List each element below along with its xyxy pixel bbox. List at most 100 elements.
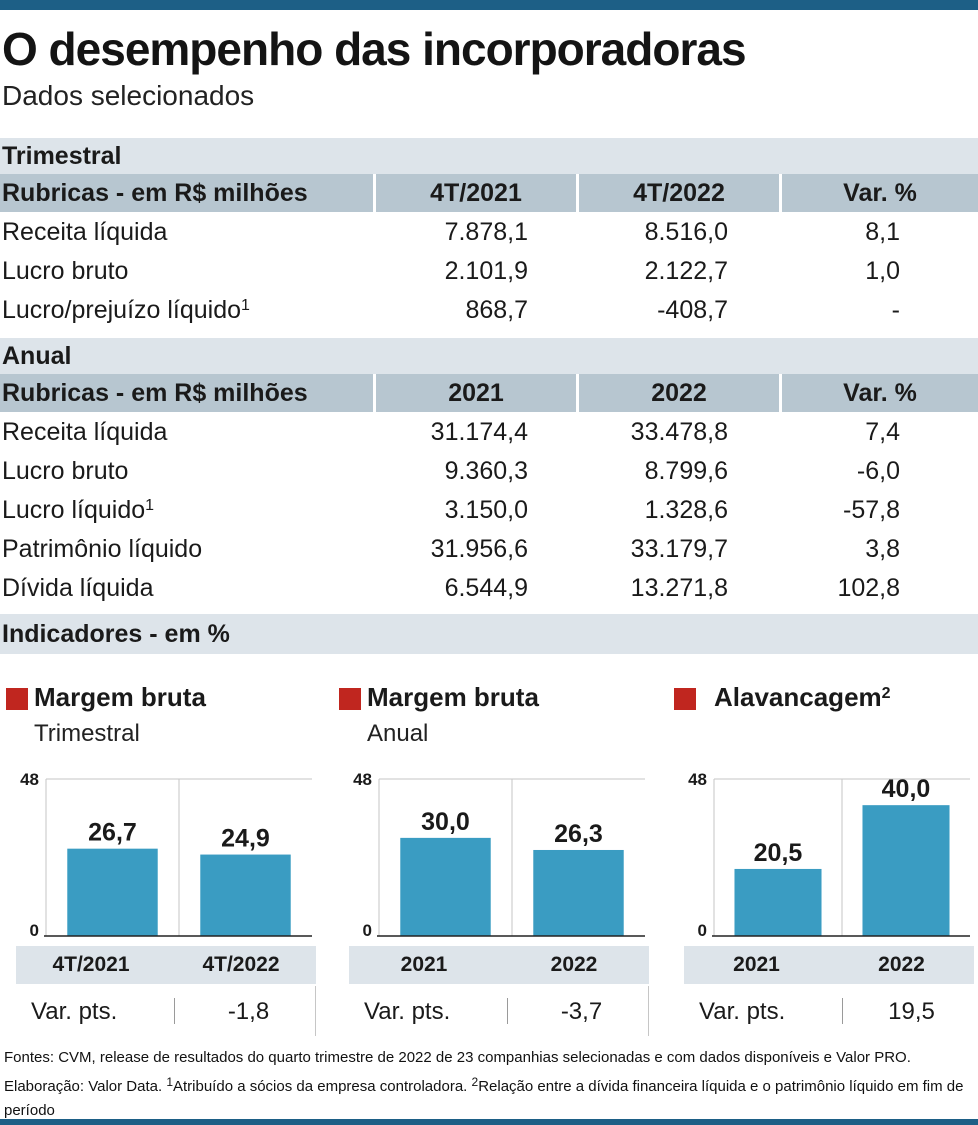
- quarterly-header-var: Var. %: [782, 174, 978, 212]
- category-bar: 2021 2022: [349, 946, 649, 984]
- bar-chart: 48 0 20,5 40,0: [688, 770, 970, 940]
- y-tick-label-max: 48: [353, 770, 372, 789]
- bar: [400, 837, 491, 936]
- row-value-var: -6,0: [856, 457, 900, 485]
- row-value-2022: 8.799,6: [644, 457, 728, 485]
- category-bar: 2021 2022: [684, 946, 974, 984]
- variation-value: -1,8: [227, 998, 270, 1025]
- y-tick-label-min: 0: [363, 921, 372, 940]
- annual-header-col2: 2022: [579, 374, 779, 412]
- table-row: Dívida líquida 6.544,9 13.271,8 102,8: [0, 568, 978, 607]
- data-label: 24,9: [221, 825, 270, 853]
- row-value-2021: 6.544,9: [444, 574, 528, 602]
- data-label: 20,5: [754, 839, 803, 867]
- x-tick-label: 2021: [733, 953, 780, 976]
- chart-title: Alavancagem2: [714, 682, 891, 712]
- legend-marker: [6, 688, 28, 710]
- page-subtitle: Dados selecionados: [2, 80, 255, 111]
- top-accent-bar: [0, 0, 978, 10]
- data-label: 30,0: [421, 808, 470, 836]
- bar-chart: 48 0 26,7 24,9: [20, 770, 312, 940]
- table-row: Lucro líquido1 3.150,0 1.328,6 -57,8: [0, 490, 978, 529]
- annual-header-var: Var. %: [782, 374, 978, 412]
- row-value-var: 8,1: [865, 218, 900, 246]
- chart-title: Margem bruta: [34, 682, 206, 712]
- table-row: Lucro bruto 9.360,3 8.799,6 -6,0: [0, 451, 978, 490]
- row-value-var: 102,8: [837, 574, 900, 602]
- row-label: Dívida líquida: [2, 574, 154, 602]
- y-tick-label-min: 0: [698, 921, 707, 940]
- row-value-2022: 2.122,7: [644, 257, 728, 285]
- section-quarterly: Trimestral: [0, 138, 978, 174]
- y-tick-label-max: 48: [688, 770, 707, 789]
- bar: [200, 854, 291, 936]
- row-value-2021: 9.360,3: [444, 457, 528, 485]
- footnote-marker: 1: [145, 497, 155, 514]
- quarterly-header-rubricas: Rubricas - em R$ milhões: [0, 174, 373, 212]
- row-value-2021: 31.956,6: [430, 535, 528, 563]
- row-value-2021: 868,7: [465, 296, 528, 324]
- footnote-marker: 1: [241, 297, 250, 314]
- annual-header-row: Rubricas - em R$ milhões 2021 2022 Var. …: [0, 374, 978, 412]
- x-tick-label: 2022: [878, 953, 925, 976]
- legend-marker: [339, 688, 361, 710]
- row-value-var: 7,4: [865, 418, 900, 446]
- x-tick-label: 2021: [400, 953, 448, 976]
- row-label: Lucro bruto: [2, 457, 129, 485]
- row-value-var: -57,8: [843, 496, 900, 524]
- chart-title: Margem bruta: [367, 682, 539, 712]
- data-label: 40,0: [882, 775, 931, 803]
- bar: [533, 849, 624, 936]
- row-value-2022: 1.328,6: [644, 496, 728, 524]
- quarterly-header-col1: 4T/2021: [376, 174, 576, 212]
- data-label: 26,3: [554, 820, 603, 848]
- x-tick-label: 4T/2022: [202, 953, 280, 976]
- footer-sources: Fontes: CVM, release de resultados do qu…: [4, 1049, 964, 1119]
- y-tick-label-min: 0: [30, 921, 39, 940]
- row-value-var: 3,8: [865, 535, 900, 563]
- chart-subtitle: Trimestral: [34, 720, 140, 747]
- quarterly-header-col2: 4T/2022: [579, 174, 779, 212]
- variation-label: Var. pts.: [31, 998, 118, 1025]
- table-row: Lucro bruto 2.101,9 2.122,7 1,0: [0, 251, 978, 290]
- table-row: Receita líquida 31.174,4 33.478,8 7,4: [0, 412, 978, 451]
- row-value-2021: 7.878,1: [444, 218, 528, 246]
- row-value-2022: -408,7: [657, 296, 728, 324]
- table-row: Lucro/prejuízo líquido1 868,7 -408,7 -: [0, 290, 978, 329]
- variation-label: Var. pts.: [364, 998, 451, 1025]
- section-indicators: Indicadores - em %: [0, 614, 978, 654]
- row-value-2021: 2.101,9: [444, 257, 528, 285]
- quarterly-header-row: Rubricas - em R$ milhões 4T/2021 4T/2022…: [0, 174, 978, 212]
- divider: [842, 998, 843, 1024]
- row-value-var: -: [891, 296, 900, 324]
- data-label: 26,7: [88, 819, 137, 847]
- row-value-2022: 8.516,0: [644, 218, 728, 246]
- table-row: Patrimônio líquido 31.956,6 33.179,7 3,8: [0, 529, 978, 568]
- annual-header-col1: 2021: [376, 374, 576, 412]
- table-row: Receita líquida 7.878,1 8.516,0 8,1: [0, 212, 978, 251]
- variation-label: Var. pts.: [699, 998, 786, 1025]
- chart-panel-leverage: Alavancagem2 48 0 20,5 40,0 2021 2022 Var. …: [674, 680, 978, 1040]
- chart-panel-gross-margin-annual: Margem bruta Anual 48 0 30,0 26,3 2021 2022…: [339, 680, 649, 1040]
- row-value-2021: 31.174,4: [430, 418, 528, 446]
- row-label: Lucro bruto: [2, 257, 129, 285]
- row-value-var: 1,0: [865, 257, 900, 285]
- bar-chart: 48 0 30,0 26,3: [353, 770, 645, 940]
- bar: [67, 848, 158, 936]
- category-bar: 4T/2021 4T/2022: [16, 946, 316, 984]
- bar: [734, 868, 822, 936]
- row-label: Lucro/prejuízo líquido1: [2, 296, 250, 324]
- page-title: O desempenho das incorporadoras: [2, 23, 747, 75]
- variation-value: 19,5: [888, 998, 935, 1025]
- x-tick-label: 4T/2021: [52, 953, 130, 976]
- row-label: Receita líquida: [2, 418, 168, 446]
- variation-row: Var. pts. -3,7: [349, 986, 649, 1036]
- variation-value: -3,7: [560, 998, 603, 1025]
- variation-row: Var. pts. -1,8: [16, 986, 316, 1036]
- row-label: Lucro líquido1: [2, 496, 155, 524]
- bar: [862, 805, 950, 936]
- row-value-2022: 33.478,8: [630, 418, 728, 446]
- chart-panel-gross-margin-quarterly: Margem bruta Trimestral 48 0 26,7 24,9 4T/2…: [6, 680, 316, 1040]
- x-tick-label: 2022: [550, 953, 598, 976]
- section-annual: Anual: [0, 338, 978, 374]
